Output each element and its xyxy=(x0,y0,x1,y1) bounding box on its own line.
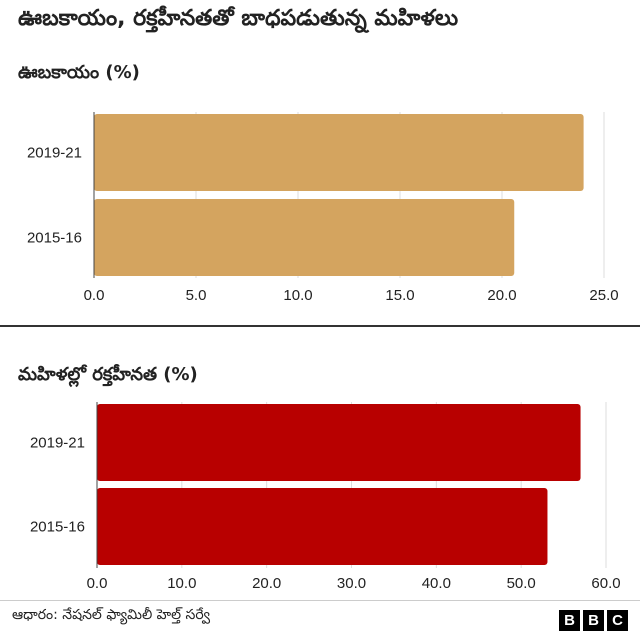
x-tick-label: 0.0 xyxy=(87,575,108,592)
category-label: 2015-16 xyxy=(27,230,82,247)
logo-letter: C xyxy=(607,610,628,631)
x-tick-label: 25.0 xyxy=(589,287,618,304)
logo-letter: B xyxy=(583,610,604,631)
source-note: ఆధారం: నేషనల్ ఫ్యామిలీ హెల్త్ సర్వే xyxy=(12,607,211,623)
x-tick-label: 30.0 xyxy=(337,575,366,592)
x-tick-label: 60.0 xyxy=(591,575,620,592)
footer-divider xyxy=(0,600,640,601)
x-tick-label: 50.0 xyxy=(507,575,536,592)
chart-title: ఊబకాయం, రక్తహీనతతో బాధపడుతున్న మహిళలు xyxy=(18,6,459,31)
x-tick-label: 15.0 xyxy=(385,287,414,304)
category-label: 2019-21 xyxy=(30,435,85,452)
obesity-bar-chart: 0.0 5.0 10.0 15.0 20.0 25.0 2019-21 2015-16 xyxy=(27,112,619,304)
bar-2015-16 xyxy=(94,199,515,276)
bar-2019-21 xyxy=(97,404,581,481)
x-tick-label: 20.0 xyxy=(252,575,281,592)
bar-2015-16 xyxy=(97,488,548,565)
logo-letter: B xyxy=(559,610,580,631)
anemia-bar-chart: 0.0 10.0 20.0 30.0 40.0 50.0 60.0 2019-21 2015-1… xyxy=(30,402,621,592)
x-tick-label: 20.0 xyxy=(487,287,516,304)
section-divider xyxy=(0,325,640,327)
x-tick-label: 5.0 xyxy=(186,287,207,304)
x-tick-label: 0.0 xyxy=(84,287,105,304)
category-label: 2015-16 xyxy=(30,519,85,536)
category-label: 2019-21 xyxy=(27,145,82,162)
bbc-logo: B B C xyxy=(559,610,628,631)
bar-2019-21 xyxy=(94,114,584,191)
anemia-chart-subtitle: మహిళల్లో రక్తహీనత (%) xyxy=(18,364,198,385)
x-tick-label: 40.0 xyxy=(422,575,451,592)
x-tick-label: 10.0 xyxy=(283,287,312,304)
obesity-chart-subtitle: ఊబకాయం (%) xyxy=(18,62,140,83)
x-tick-label: 10.0 xyxy=(167,575,196,592)
